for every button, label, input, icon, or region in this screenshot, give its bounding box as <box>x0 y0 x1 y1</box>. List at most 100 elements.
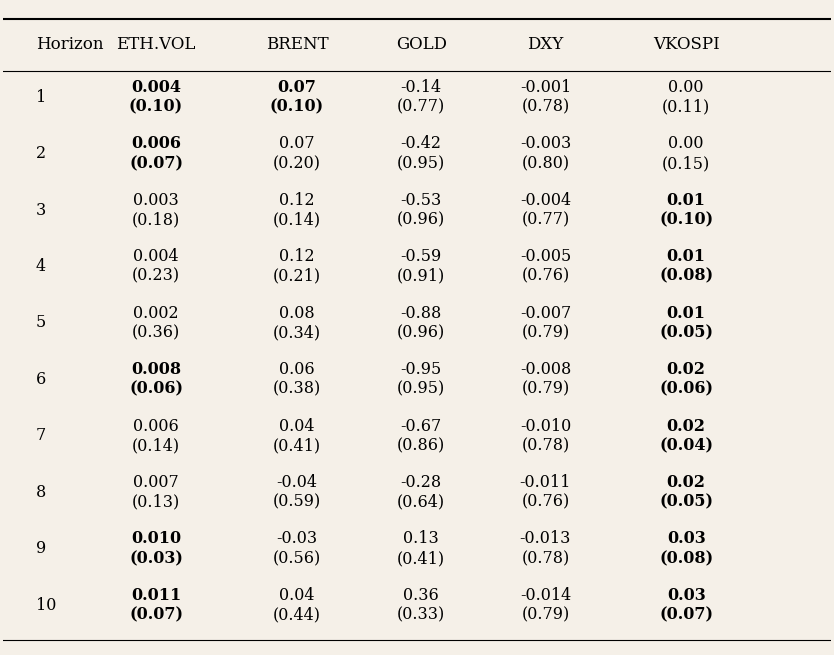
Text: (0.03): (0.03) <box>129 550 183 567</box>
Text: (0.07): (0.07) <box>129 607 183 624</box>
Text: (0.95): (0.95) <box>397 381 445 398</box>
Text: -0.95: -0.95 <box>400 361 442 378</box>
Text: (0.23): (0.23) <box>132 268 180 285</box>
Text: (0.04): (0.04) <box>659 437 713 454</box>
Text: (0.11): (0.11) <box>662 98 711 115</box>
Text: (0.64): (0.64) <box>397 493 445 510</box>
Text: 0.011: 0.011 <box>131 587 181 604</box>
Text: 0.13: 0.13 <box>404 531 439 548</box>
Text: (0.44): (0.44) <box>273 607 321 624</box>
Text: -0.28: -0.28 <box>400 474 442 491</box>
Text: (0.08): (0.08) <box>659 268 713 285</box>
Text: -0.14: -0.14 <box>400 79 442 96</box>
Text: 0.04: 0.04 <box>279 418 314 434</box>
Text: (0.14): (0.14) <box>273 212 321 229</box>
Text: (0.79): (0.79) <box>521 381 570 398</box>
Text: (0.18): (0.18) <box>132 212 180 229</box>
Text: VKOSPI: VKOSPI <box>653 37 720 54</box>
Text: (0.33): (0.33) <box>397 607 445 624</box>
Text: (0.38): (0.38) <box>273 381 321 398</box>
Text: -0.010: -0.010 <box>520 418 571 434</box>
Text: (0.05): (0.05) <box>659 493 713 510</box>
Text: 0.006: 0.006 <box>133 418 179 434</box>
Text: -0.013: -0.013 <box>520 531 571 548</box>
Text: 0.004: 0.004 <box>131 79 181 96</box>
Text: (0.56): (0.56) <box>273 550 321 567</box>
Text: 9: 9 <box>36 540 46 557</box>
Text: 6: 6 <box>36 371 46 388</box>
Text: 0.36: 0.36 <box>404 587 439 604</box>
Text: -0.003: -0.003 <box>520 136 571 153</box>
Text: 0.010: 0.010 <box>131 531 181 548</box>
Text: (0.05): (0.05) <box>659 324 713 341</box>
Text: GOLD: GOLD <box>395 37 447 54</box>
Text: (0.77): (0.77) <box>521 212 570 229</box>
Text: (0.91): (0.91) <box>397 268 445 285</box>
Text: 0.03: 0.03 <box>667 531 706 548</box>
Text: -0.004: -0.004 <box>520 192 571 209</box>
Text: (0.20): (0.20) <box>273 155 321 172</box>
Text: (0.15): (0.15) <box>662 155 711 172</box>
Text: (0.96): (0.96) <box>397 324 445 341</box>
Text: (0.41): (0.41) <box>273 437 321 454</box>
Text: Horizon: Horizon <box>36 37 103 54</box>
Text: (0.59): (0.59) <box>273 493 321 510</box>
Text: 4: 4 <box>36 258 46 275</box>
Text: -0.88: -0.88 <box>400 305 442 322</box>
Text: 0.00: 0.00 <box>669 136 704 153</box>
Text: BRENT: BRENT <box>265 37 329 54</box>
Text: (0.78): (0.78) <box>521 437 570 454</box>
Text: ETH.VOL: ETH.VOL <box>117 37 196 54</box>
Text: (0.10): (0.10) <box>270 98 324 115</box>
Text: 0.008: 0.008 <box>131 361 181 378</box>
Text: (0.34): (0.34) <box>273 324 321 341</box>
Text: (0.95): (0.95) <box>397 155 445 172</box>
Text: 7: 7 <box>36 427 46 444</box>
Text: (0.77): (0.77) <box>397 98 445 115</box>
Text: (0.86): (0.86) <box>397 437 445 454</box>
Text: -0.007: -0.007 <box>520 305 571 322</box>
Text: -0.42: -0.42 <box>400 136 442 153</box>
Text: 0.07: 0.07 <box>279 136 314 153</box>
Text: (0.76): (0.76) <box>521 493 570 510</box>
Text: (0.76): (0.76) <box>521 268 570 285</box>
Text: -0.03: -0.03 <box>276 531 318 548</box>
Text: (0.08): (0.08) <box>659 550 713 567</box>
Text: 0.08: 0.08 <box>279 305 314 322</box>
Text: 3: 3 <box>36 202 46 219</box>
Text: 0.01: 0.01 <box>666 248 706 265</box>
Text: 0.04: 0.04 <box>279 587 314 604</box>
Text: 2: 2 <box>36 145 46 162</box>
Text: 0.12: 0.12 <box>279 192 314 209</box>
Text: (0.78): (0.78) <box>521 550 570 567</box>
Text: 0.02: 0.02 <box>666 361 706 378</box>
Text: (0.21): (0.21) <box>273 268 321 285</box>
Text: 10: 10 <box>36 597 56 614</box>
Text: 8: 8 <box>36 484 46 501</box>
Text: (0.36): (0.36) <box>132 324 180 341</box>
Text: 0.02: 0.02 <box>666 474 706 491</box>
Text: 0.01: 0.01 <box>666 305 706 322</box>
Text: -0.014: -0.014 <box>520 587 571 604</box>
Text: (0.41): (0.41) <box>397 550 445 567</box>
Text: DXY: DXY <box>527 37 564 54</box>
Text: 5: 5 <box>36 314 46 331</box>
Text: (0.13): (0.13) <box>132 493 180 510</box>
Text: 0.06: 0.06 <box>279 361 314 378</box>
Text: (0.06): (0.06) <box>659 381 713 398</box>
Text: 0.004: 0.004 <box>133 248 178 265</box>
Text: -0.005: -0.005 <box>520 248 571 265</box>
Text: (0.07): (0.07) <box>659 607 713 624</box>
Text: -0.011: -0.011 <box>520 474 571 491</box>
Text: (0.10): (0.10) <box>659 212 713 229</box>
Text: (0.79): (0.79) <box>521 324 570 341</box>
Text: 0.003: 0.003 <box>133 192 179 209</box>
Text: 0.01: 0.01 <box>666 192 706 209</box>
Text: (0.79): (0.79) <box>521 607 570 624</box>
Text: 0.03: 0.03 <box>667 587 706 604</box>
Text: (0.07): (0.07) <box>129 155 183 172</box>
Text: -0.67: -0.67 <box>400 418 442 434</box>
Text: 0.07: 0.07 <box>278 79 316 96</box>
Text: -0.001: -0.001 <box>520 79 571 96</box>
Text: 0.12: 0.12 <box>279 248 314 265</box>
